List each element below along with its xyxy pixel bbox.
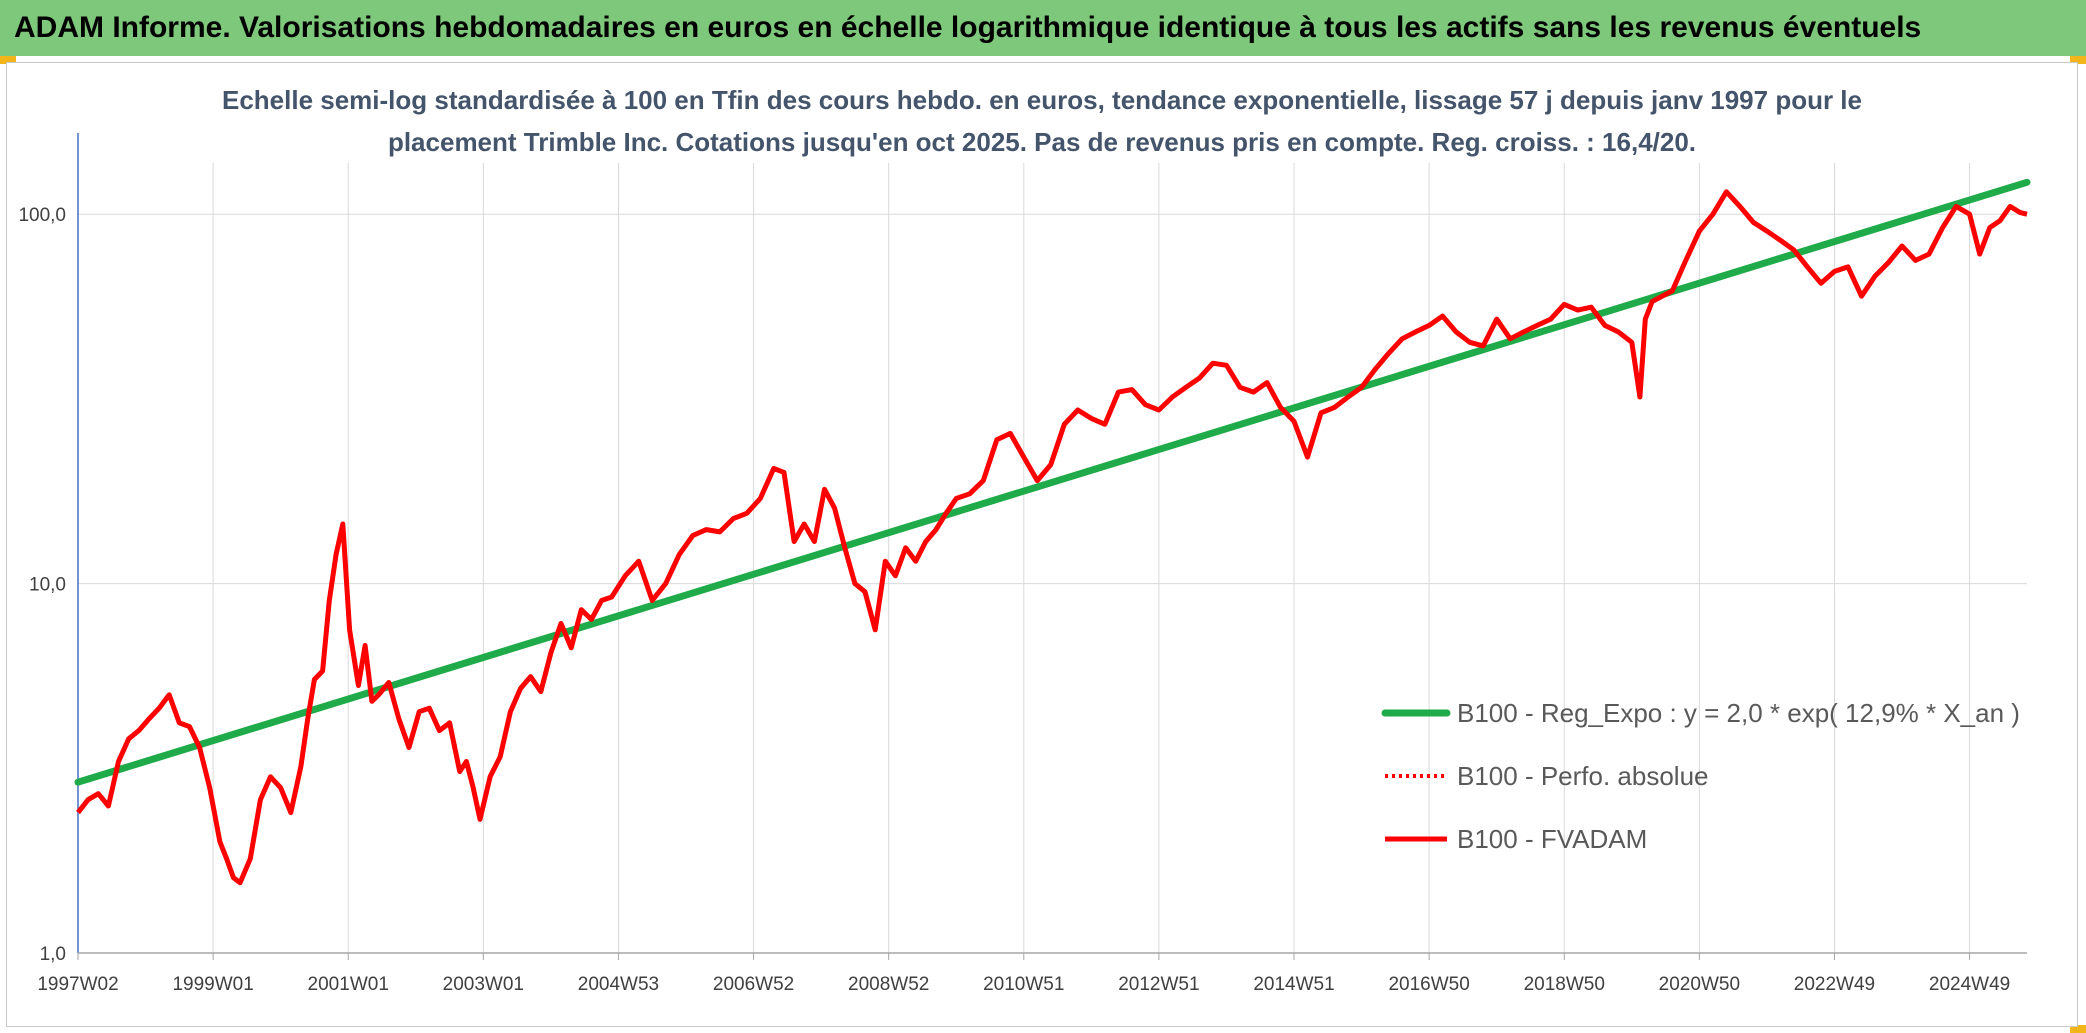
series-line-0 [74, 178, 2031, 786]
x-axis-labels: 1997W02 1999W01 2001W01 2003W01 2004W53 2006W… [37, 974, 2010, 995]
x-tick-label: 2004W53 [578, 974, 659, 995]
series-line-2 [76, 189, 2028, 886]
report-title: ADAM Informe. Valorisations hebdomadaire… [14, 11, 1922, 44]
chart-axes [77, 133, 2027, 960]
corner-accent-left [0, 56, 16, 64]
x-tick-label: 1997W02 [37, 974, 118, 995]
x-tick-label: 2003W01 [443, 974, 524, 995]
x-tick-label: 2012W51 [1118, 974, 1199, 995]
corner-accent-right [2070, 56, 2086, 64]
y-tick-label: 10,0 [29, 575, 66, 596]
x-tick-label: 2022W49 [1794, 974, 1875, 995]
legend-label-2: B100 - FVADAM [1457, 824, 1647, 854]
x-tick-label: 2008W52 [848, 974, 929, 995]
y-tick-label: 1,0 [40, 944, 66, 965]
chart-subtitle-line-1: Echelle semi-log standardisée à 100 en T… [222, 85, 1862, 115]
plot-area [74, 178, 2031, 886]
x-tick-label: 2006W52 [713, 974, 794, 995]
x-tick-label: 2020W50 [1659, 974, 1740, 995]
corner-accent-bottom-right [2070, 1025, 2086, 1033]
chart-legend: B100 - Reg_Expo : y = 2,0 * exp( 12,9% *… [1381, 698, 2020, 854]
x-tick-label: 2010W51 [983, 974, 1064, 995]
y-tick-label: 100,0 [18, 205, 66, 226]
chart-subtitle-line-2: placement Trimble Inc. Cotations jusqu'e… [388, 127, 1696, 157]
y-axis-labels: 1,0 10,0 100,0 [18, 205, 66, 965]
x-tick-label: 2018W50 [1524, 974, 1605, 995]
x-tick-label: 2014W51 [1253, 974, 1334, 995]
legend-label-1: B100 - Perfo. absolue [1457, 761, 1709, 791]
chart: Echelle semi-log standardisée à 100 en T… [18, 85, 2031, 995]
chart-grid [77, 163, 2027, 954]
x-tick-label: 1999W01 [172, 974, 253, 995]
chart-frame: Echelle semi-log standardisée à 100 en T… [6, 62, 2078, 1027]
x-tick-label: 2016W50 [1388, 974, 1469, 995]
legend-label-0: B100 - Reg_Expo : y = 2,0 * exp( 12,9% *… [1457, 698, 2020, 728]
x-tick-label: 2024W49 [1929, 974, 2010, 995]
report-banner: ADAM Informe. Valorisations hebdomadaire… [0, 0, 2086, 56]
x-tick-label: 2001W01 [308, 974, 389, 995]
